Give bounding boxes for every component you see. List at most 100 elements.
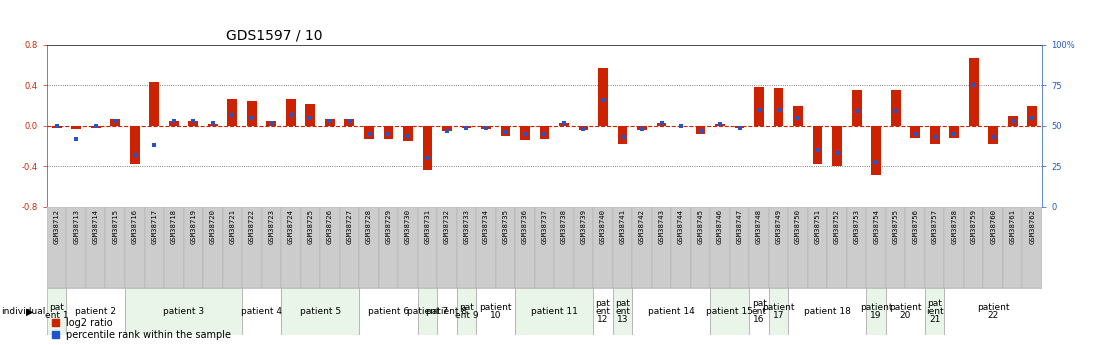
Bar xyxy=(1007,116,1017,126)
Text: GSM38762: GSM38762 xyxy=(1030,209,1035,244)
Text: pat
ent 9: pat ent 9 xyxy=(455,303,479,320)
Bar xyxy=(945,207,964,288)
Bar xyxy=(481,126,491,129)
Bar xyxy=(125,207,144,288)
Bar xyxy=(47,207,66,288)
Text: GSM38730: GSM38730 xyxy=(405,209,411,244)
Text: GSM38738: GSM38738 xyxy=(561,209,567,244)
Text: GSM38740: GSM38740 xyxy=(600,209,606,244)
Bar xyxy=(925,207,945,288)
Bar xyxy=(247,101,257,126)
Text: patient 15: patient 15 xyxy=(707,307,754,316)
Text: patient
19: patient 19 xyxy=(860,303,892,320)
Bar xyxy=(574,207,594,288)
Text: patient
17: patient 17 xyxy=(762,303,795,320)
Bar xyxy=(456,207,476,288)
Text: GSM38741: GSM38741 xyxy=(619,209,625,244)
Text: GSM38747: GSM38747 xyxy=(737,209,742,244)
Text: GSM38727: GSM38727 xyxy=(347,209,352,244)
Bar xyxy=(832,126,842,167)
Text: patient 3: patient 3 xyxy=(163,307,205,316)
Bar xyxy=(379,207,398,288)
Bar xyxy=(495,207,515,288)
Text: individual: individual xyxy=(1,307,46,316)
Text: GSM38717: GSM38717 xyxy=(151,209,158,244)
Bar xyxy=(910,126,920,138)
Text: patient
10: patient 10 xyxy=(480,303,512,320)
Bar xyxy=(930,126,939,144)
Text: GSM38733: GSM38733 xyxy=(464,209,470,244)
Text: GSM38731: GSM38731 xyxy=(425,209,430,244)
Text: GSM38748: GSM38748 xyxy=(756,209,762,244)
Text: GSM38745: GSM38745 xyxy=(698,209,703,244)
Bar xyxy=(515,207,534,288)
Bar xyxy=(652,207,671,288)
Text: GSM38736: GSM38736 xyxy=(522,209,528,244)
Text: pat
ent
16: pat ent 16 xyxy=(751,299,767,324)
Bar xyxy=(340,207,359,288)
Bar xyxy=(72,126,82,129)
Bar xyxy=(613,207,633,288)
Text: patient 8: patient 8 xyxy=(426,307,467,316)
Bar xyxy=(125,288,243,335)
Bar xyxy=(559,123,569,126)
Bar xyxy=(925,288,945,335)
Bar xyxy=(945,288,1042,335)
Bar xyxy=(111,119,120,126)
Text: GSM38725: GSM38725 xyxy=(307,209,313,244)
Bar xyxy=(150,82,159,126)
Bar xyxy=(671,207,691,288)
Text: GSM38712: GSM38712 xyxy=(54,209,59,244)
Bar xyxy=(208,124,218,126)
Bar xyxy=(501,126,510,136)
Text: patient 7: patient 7 xyxy=(407,307,448,316)
Bar xyxy=(749,207,769,288)
Bar xyxy=(66,288,125,335)
Bar xyxy=(594,207,613,288)
Bar xyxy=(988,126,998,144)
Bar xyxy=(598,68,608,126)
Text: GSM38713: GSM38713 xyxy=(73,209,79,244)
Bar xyxy=(755,87,764,126)
Text: ▶: ▶ xyxy=(26,306,34,316)
Text: GSM38760: GSM38760 xyxy=(991,209,996,244)
Text: GSM38728: GSM38728 xyxy=(366,209,372,244)
Bar xyxy=(794,106,803,126)
Bar xyxy=(47,288,66,335)
Text: GSM38743: GSM38743 xyxy=(659,209,664,244)
Bar xyxy=(418,207,437,288)
Bar xyxy=(735,126,745,128)
Bar xyxy=(364,126,373,139)
Bar xyxy=(456,288,476,335)
Text: pat
ent
12: pat ent 12 xyxy=(596,299,610,324)
Bar xyxy=(555,207,574,288)
Text: GSM38720: GSM38720 xyxy=(210,209,216,244)
Bar xyxy=(344,119,354,126)
Bar xyxy=(189,121,198,126)
Bar xyxy=(964,207,984,288)
Bar xyxy=(402,126,413,141)
Bar xyxy=(769,207,788,288)
Text: GSM38756: GSM38756 xyxy=(912,209,918,244)
Text: pat
ient
21: pat ient 21 xyxy=(926,299,944,324)
Bar xyxy=(66,207,86,288)
Text: pat
ent
13: pat ent 13 xyxy=(615,299,631,324)
Bar xyxy=(656,123,666,126)
Bar xyxy=(594,288,613,335)
Text: GSM38735: GSM38735 xyxy=(502,209,509,244)
Bar xyxy=(262,207,281,288)
Bar xyxy=(885,288,925,335)
Bar xyxy=(579,126,588,130)
Text: patient 5: patient 5 xyxy=(300,307,341,316)
Bar xyxy=(281,288,359,335)
Bar xyxy=(774,88,784,126)
Bar xyxy=(846,207,866,288)
Bar xyxy=(281,207,301,288)
Bar xyxy=(169,121,179,126)
Text: GSM38752: GSM38752 xyxy=(834,209,840,244)
Text: GSM38758: GSM38758 xyxy=(951,209,957,244)
Bar xyxy=(617,126,627,144)
Bar xyxy=(871,126,881,175)
Text: GSM38739: GSM38739 xyxy=(580,209,587,244)
Bar xyxy=(1027,106,1038,126)
